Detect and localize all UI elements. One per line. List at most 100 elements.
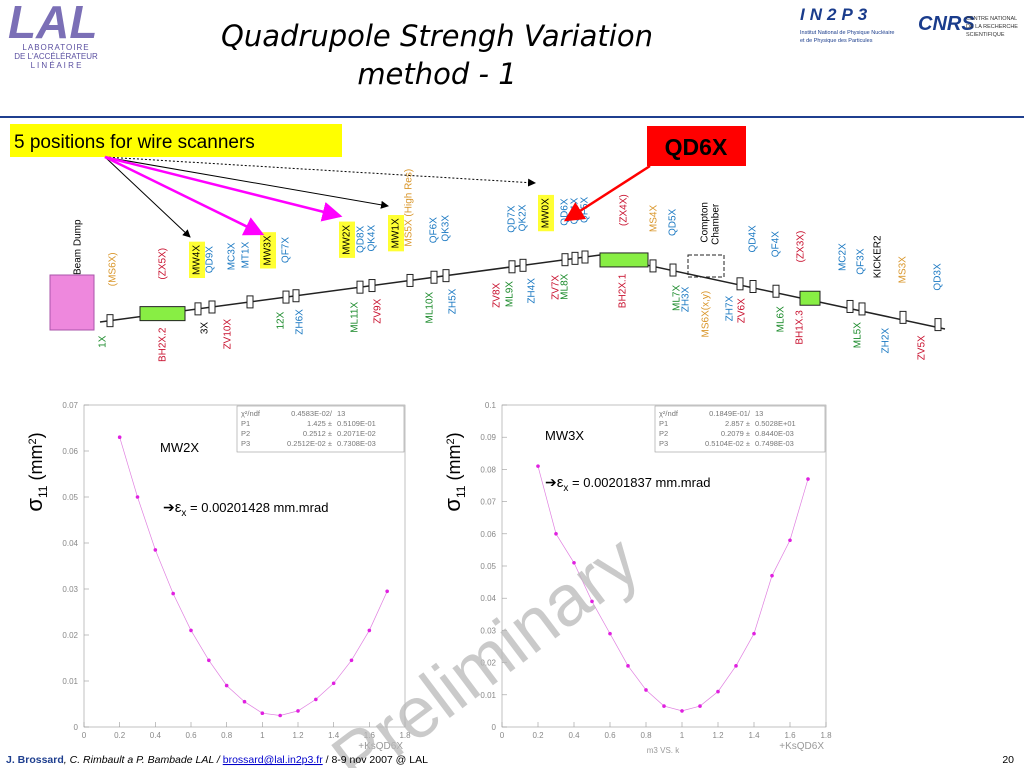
y-tick-label: 0.08 bbox=[480, 465, 496, 474]
beamline-label: ML10X bbox=[425, 291, 436, 323]
title: method - 1 bbox=[357, 57, 516, 91]
data-point bbox=[572, 560, 576, 565]
x-tick-label: 1.8 bbox=[399, 731, 411, 740]
magnet bbox=[246, 295, 254, 309]
y-axis-label-part: 2 bbox=[27, 438, 39, 444]
beamline-label: ZV5X bbox=[917, 335, 928, 360]
y-axis-label-part: 2 bbox=[445, 438, 457, 444]
lal-text: DE L'ACCÉLÉRATEUR bbox=[14, 52, 98, 61]
data-point bbox=[117, 435, 122, 440]
cnrs-text: SCIENTIFIQUE bbox=[966, 32, 1005, 38]
pointer-arrow bbox=[104, 156, 191, 238]
magnet bbox=[846, 299, 854, 313]
beamline-label: ML9X bbox=[505, 281, 516, 307]
y-tick-label: 0.04 bbox=[62, 539, 78, 548]
beamline-label: MC3X bbox=[227, 242, 238, 270]
x-axis-label: +KsQD6X bbox=[779, 741, 824, 752]
x-tick-label: 1.6 bbox=[364, 731, 376, 740]
stats-text: 13 bbox=[337, 409, 345, 418]
wire-scanner-box bbox=[189, 241, 205, 279]
x-tick-label: 0 bbox=[82, 731, 87, 740]
wire-scanner-box bbox=[260, 232, 276, 269]
beamline-label: 3X bbox=[200, 322, 211, 335]
fit-curve bbox=[537, 466, 809, 712]
beamline-label: ZV9X bbox=[373, 298, 384, 323]
magnet bbox=[519, 258, 527, 272]
magnet bbox=[772, 284, 780, 298]
data-point bbox=[788, 538, 792, 543]
data-point bbox=[626, 664, 630, 668]
beamline-label: MS3X bbox=[898, 256, 909, 284]
data-point bbox=[770, 573, 774, 578]
x-tick-label: 0.6 bbox=[185, 731, 197, 740]
data-point bbox=[349, 658, 354, 663]
stats-text: 0.2512 ± bbox=[303, 429, 332, 438]
magnet bbox=[368, 279, 376, 293]
y-tick-label: 0 bbox=[74, 723, 79, 732]
y-axis-label-part: 11 bbox=[36, 485, 50, 498]
x-tick-label: 1 bbox=[680, 731, 685, 740]
page-number: 20 bbox=[1002, 754, 1014, 766]
y-axis-label-part: (mm bbox=[444, 445, 464, 486]
y-axis-label-part: ) bbox=[26, 432, 46, 438]
x-tick-label: 0.8 bbox=[221, 731, 233, 740]
beamline-label: ZV10X bbox=[223, 319, 234, 350]
data-point bbox=[207, 658, 211, 663]
dipole bbox=[139, 306, 186, 322]
beamline-label: QD7X bbox=[507, 205, 518, 233]
emittance: ➔εx = 0.00201837 mm.mrad bbox=[545, 474, 710, 494]
pointer-arrow bbox=[104, 155, 265, 236]
footer: J. Brossard, C. Rimbault a P. Bambade LA… bbox=[6, 754, 428, 766]
y-tick-label: 0.04 bbox=[480, 594, 496, 603]
cnrs-logo: CNRS bbox=[918, 13, 975, 35]
callout-box bbox=[10, 124, 342, 157]
x-tick-label: 0.6 bbox=[604, 731, 616, 740]
stats-text: 0.2512E-02 ± bbox=[287, 439, 332, 448]
beamline-label: Compton bbox=[700, 202, 711, 243]
data-point bbox=[716, 689, 720, 694]
scanner-label: MW3X bbox=[545, 428, 584, 443]
x-tick-label: 1.2 bbox=[292, 731, 304, 740]
beamline-label: MS4X bbox=[649, 205, 660, 233]
beamline-label: Chamber bbox=[711, 203, 722, 245]
beamline-label: MW0X bbox=[541, 198, 552, 228]
data-point bbox=[590, 599, 594, 604]
callout-box bbox=[647, 126, 746, 166]
stats-text: P3 bbox=[241, 439, 250, 448]
beamline-label: ZH2X bbox=[881, 328, 892, 354]
stats-text: 0.7498E-03 bbox=[755, 439, 794, 448]
beamline-label: (ZX4X) bbox=[619, 194, 630, 226]
y-axis-label-part: (mm bbox=[26, 445, 46, 486]
pointer-arrow bbox=[104, 156, 536, 187]
x-tick-label: 1.8 bbox=[820, 731, 832, 740]
beamline-label: ZV7X bbox=[551, 275, 562, 300]
magnet bbox=[899, 310, 907, 324]
magnet bbox=[581, 250, 589, 264]
magnet bbox=[292, 289, 300, 303]
x-tick-label: 1.6 bbox=[784, 731, 796, 740]
beamline-label: QD9X bbox=[205, 246, 216, 274]
beamline-label: MW4X bbox=[192, 245, 203, 275]
data-point bbox=[554, 532, 558, 536]
y-tick-label: 0.05 bbox=[480, 562, 496, 571]
stats-text: 1.425 ± bbox=[307, 419, 332, 428]
beamline-label: QF7X bbox=[281, 237, 292, 263]
beamline-label: Beam Dump bbox=[73, 219, 84, 275]
stats-text: 2.857 ± bbox=[725, 419, 750, 428]
data-point bbox=[698, 704, 702, 708]
beamline-label: ML11X bbox=[350, 302, 361, 333]
pointer-arrow bbox=[104, 155, 343, 222]
data-point bbox=[296, 709, 300, 713]
beamline-label: ML5X bbox=[853, 322, 864, 348]
beamline-label: 12X bbox=[276, 311, 287, 329]
stats-text: χ²/ndf bbox=[659, 409, 679, 418]
beamline-label: BH2X.1 bbox=[618, 273, 629, 308]
stats-text: 0.5109E-01 bbox=[337, 419, 376, 428]
magnet bbox=[749, 280, 757, 293]
email: brossard@lal.in2p3.fr bbox=[223, 754, 323, 766]
beamline-label: ZH3X bbox=[681, 286, 692, 312]
beamline-label: MW2X bbox=[342, 225, 353, 255]
magnet bbox=[571, 251, 579, 265]
